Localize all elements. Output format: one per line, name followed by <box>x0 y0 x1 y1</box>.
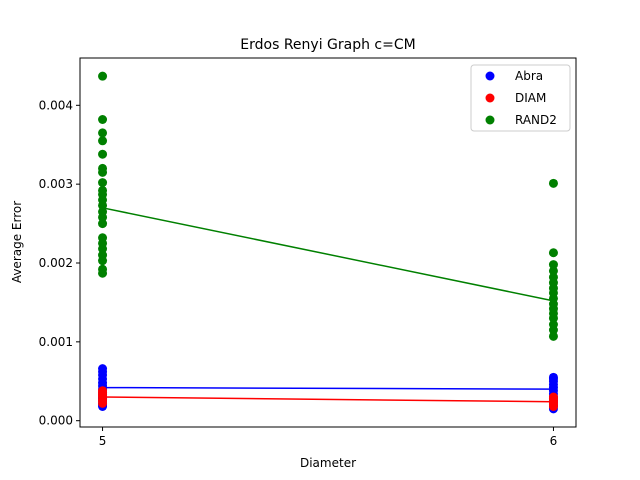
y-tick-label: 0.001 <box>39 335 73 349</box>
abra-trend-line <box>102 386 554 390</box>
rand2-point <box>98 128 108 138</box>
chart-title: Erdos Renyi Graph c=CM <box>240 37 415 53</box>
diam-point <box>98 386 108 396</box>
rand2-point <box>548 178 558 188</box>
x-tick-label: 5 <box>99 434 107 448</box>
y-axis-label: Average Error <box>10 201 24 283</box>
legend-box <box>470 64 571 132</box>
diam-trend-line <box>102 396 554 403</box>
rand2-point <box>548 266 558 276</box>
rand2-point <box>98 219 108 229</box>
rand2-point <box>98 200 108 210</box>
x-tick-label: 6 <box>550 434 558 448</box>
y-tick-label: 0.003 <box>39 177 73 191</box>
rand2-point <box>98 115 108 124</box>
y-tick-label: 0.000 <box>39 414 73 428</box>
abra-point <box>98 364 108 374</box>
rand2-point <box>98 256 108 266</box>
plot-area <box>98 71 558 414</box>
rand2-point <box>548 325 558 335</box>
legend-marker-diam <box>485 93 495 103</box>
rand2-point <box>548 248 558 258</box>
rand2-point <box>98 167 108 177</box>
y-axis: 0.000 0.001 0.002 0.003 0.004 <box>39 98 80 428</box>
rand2-point <box>548 260 558 270</box>
rand2-point <box>98 268 108 278</box>
legend-label-abra: Abra <box>515 69 543 83</box>
legend-label-rand2: RAND2 <box>515 113 557 127</box>
diam-point <box>548 392 558 402</box>
legend-marker-rand2 <box>485 115 495 125</box>
abra-point <box>548 372 558 382</box>
rand2-trend-line <box>102 207 554 302</box>
legend-label-diam: DIAM <box>515 91 546 105</box>
x-axis-label: Diameter <box>300 456 356 470</box>
rand2-point <box>98 178 108 188</box>
legend-marker-abra <box>485 71 495 81</box>
legend: Abra DIAM RAND2 <box>470 64 571 132</box>
y-tick-label: 0.002 <box>39 256 73 270</box>
rand2-point <box>548 331 558 341</box>
rand2-point <box>98 149 108 159</box>
rand2-point <box>548 313 558 323</box>
rand2-point <box>98 212 108 222</box>
axes-frame <box>79 57 577 428</box>
y-tick-label: 0.004 <box>39 98 73 112</box>
rand2-point <box>98 244 108 254</box>
rand2-point <box>98 136 108 146</box>
rand2-point <box>98 71 108 81</box>
